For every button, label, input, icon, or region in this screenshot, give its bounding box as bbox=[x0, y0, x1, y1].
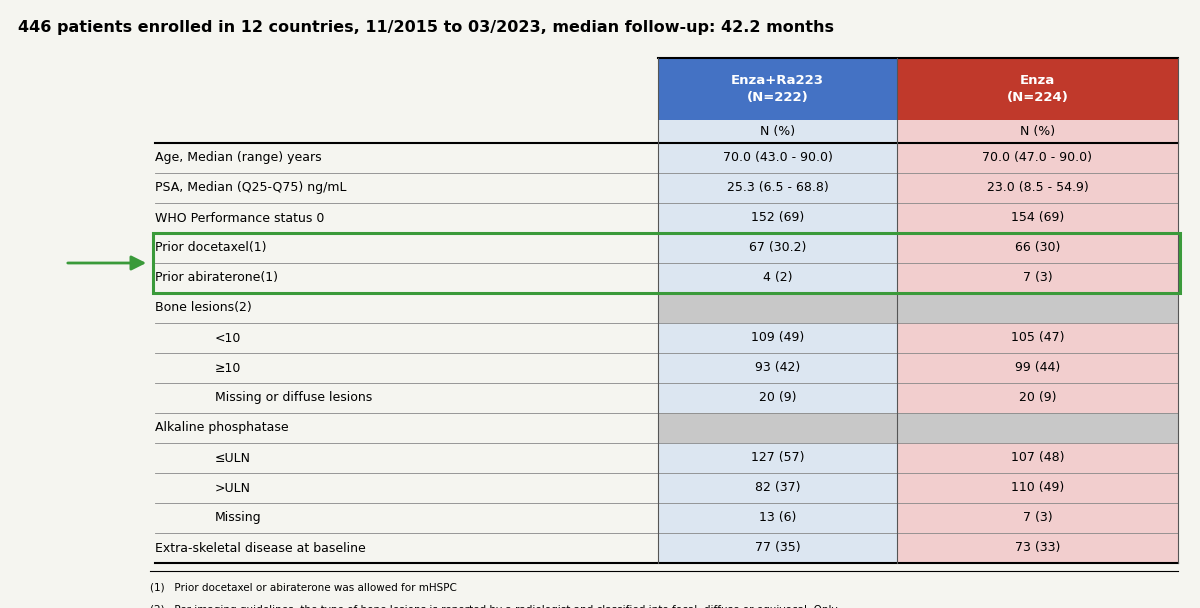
Text: 23.0 (8.5 - 54.9): 23.0 (8.5 - 54.9) bbox=[986, 182, 1088, 195]
Bar bbox=[658, 263, 898, 293]
Text: 154 (69): 154 (69) bbox=[1010, 212, 1064, 224]
Text: 20 (9): 20 (9) bbox=[1019, 392, 1056, 404]
Bar bbox=[898, 293, 1178, 323]
Bar bbox=[658, 58, 898, 120]
Text: Bone lesions(2): Bone lesions(2) bbox=[155, 302, 252, 314]
Text: 70.0 (43.0 - 90.0): 70.0 (43.0 - 90.0) bbox=[722, 151, 833, 165]
Text: Missing: Missing bbox=[215, 511, 262, 525]
Text: 107 (48): 107 (48) bbox=[1010, 452, 1064, 465]
Text: Enza
(N=224): Enza (N=224) bbox=[1007, 74, 1068, 104]
Bar bbox=[658, 383, 898, 413]
Bar bbox=[898, 503, 1178, 533]
Text: 152 (69): 152 (69) bbox=[751, 212, 804, 224]
Text: N (%): N (%) bbox=[1020, 125, 1055, 138]
Text: WHO Performance status 0: WHO Performance status 0 bbox=[155, 212, 324, 224]
Bar bbox=[898, 233, 1178, 263]
Bar bbox=[898, 413, 1178, 443]
Bar bbox=[898, 533, 1178, 563]
Text: N (%): N (%) bbox=[760, 125, 796, 138]
Bar bbox=[658, 533, 898, 563]
Text: 110 (49): 110 (49) bbox=[1010, 482, 1064, 494]
Text: 93 (42): 93 (42) bbox=[755, 362, 800, 375]
Text: ≥10: ≥10 bbox=[215, 362, 241, 375]
Text: 7 (3): 7 (3) bbox=[1022, 511, 1052, 525]
Text: 67 (30.2): 67 (30.2) bbox=[749, 241, 806, 255]
Text: Missing or diffuse lesions: Missing or diffuse lesions bbox=[215, 392, 372, 404]
Bar bbox=[658, 503, 898, 533]
Bar bbox=[898, 58, 1178, 120]
Bar bbox=[898, 323, 1178, 353]
Bar bbox=[898, 173, 1178, 203]
Bar bbox=[658, 233, 898, 263]
Text: 77 (35): 77 (35) bbox=[755, 542, 800, 554]
Text: 109 (49): 109 (49) bbox=[751, 331, 804, 345]
Text: <10: <10 bbox=[215, 331, 241, 345]
Bar bbox=[658, 143, 898, 173]
Text: Alkaline phosphatase: Alkaline phosphatase bbox=[155, 421, 289, 435]
Text: 73 (33): 73 (33) bbox=[1015, 542, 1060, 554]
Bar bbox=[154, 233, 1180, 293]
Bar bbox=[658, 173, 898, 203]
Text: (1)   Prior docetaxel or abiraterone was allowed for mHSPC: (1) Prior docetaxel or abiraterone was a… bbox=[150, 583, 457, 593]
Text: 20 (9): 20 (9) bbox=[758, 392, 797, 404]
Bar bbox=[658, 293, 898, 323]
Bar bbox=[898, 120, 1178, 143]
Text: PSA, Median (Q25-Q75) ng/mL: PSA, Median (Q25-Q75) ng/mL bbox=[155, 182, 347, 195]
Bar bbox=[658, 120, 898, 143]
Bar bbox=[658, 353, 898, 383]
Text: 7 (3): 7 (3) bbox=[1022, 272, 1052, 285]
Text: Prior docetaxel(1): Prior docetaxel(1) bbox=[155, 241, 266, 255]
Text: 66 (30): 66 (30) bbox=[1015, 241, 1060, 255]
Text: 446 patients enrolled in 12 countries, 11/2015 to 03/2023, median follow-up: 42.: 446 patients enrolled in 12 countries, 1… bbox=[18, 20, 834, 35]
Bar bbox=[898, 383, 1178, 413]
Bar bbox=[658, 203, 898, 233]
Text: 82 (37): 82 (37) bbox=[755, 482, 800, 494]
Text: 99 (44): 99 (44) bbox=[1015, 362, 1060, 375]
Text: 105 (47): 105 (47) bbox=[1010, 331, 1064, 345]
Text: Enza+Ra223
(N=222): Enza+Ra223 (N=222) bbox=[731, 74, 824, 104]
Bar bbox=[898, 443, 1178, 473]
Text: >ULN: >ULN bbox=[215, 482, 251, 494]
Text: Age, Median (range) years: Age, Median (range) years bbox=[155, 151, 322, 165]
Bar bbox=[898, 473, 1178, 503]
Text: 127 (57): 127 (57) bbox=[751, 452, 804, 465]
Text: 25.3 (6.5 - 68.8): 25.3 (6.5 - 68.8) bbox=[727, 182, 828, 195]
Bar bbox=[898, 143, 1178, 173]
Text: 4 (2): 4 (2) bbox=[763, 272, 792, 285]
Bar bbox=[658, 473, 898, 503]
Bar bbox=[658, 323, 898, 353]
Text: ≤ULN: ≤ULN bbox=[215, 452, 251, 465]
Bar bbox=[658, 443, 898, 473]
Bar bbox=[898, 263, 1178, 293]
Bar bbox=[658, 413, 898, 443]
Text: (2)   Per imaging guidelines, the type of bone lesions is reported by a radiolog: (2) Per imaging guidelines, the type of … bbox=[150, 605, 838, 608]
Text: 13 (6): 13 (6) bbox=[758, 511, 796, 525]
Bar bbox=[898, 203, 1178, 233]
Text: Prior abiraterone(1): Prior abiraterone(1) bbox=[155, 272, 278, 285]
Bar bbox=[898, 353, 1178, 383]
Text: 70.0 (47.0 - 90.0): 70.0 (47.0 - 90.0) bbox=[983, 151, 1092, 165]
Text: Extra-skeletal disease at baseline: Extra-skeletal disease at baseline bbox=[155, 542, 366, 554]
